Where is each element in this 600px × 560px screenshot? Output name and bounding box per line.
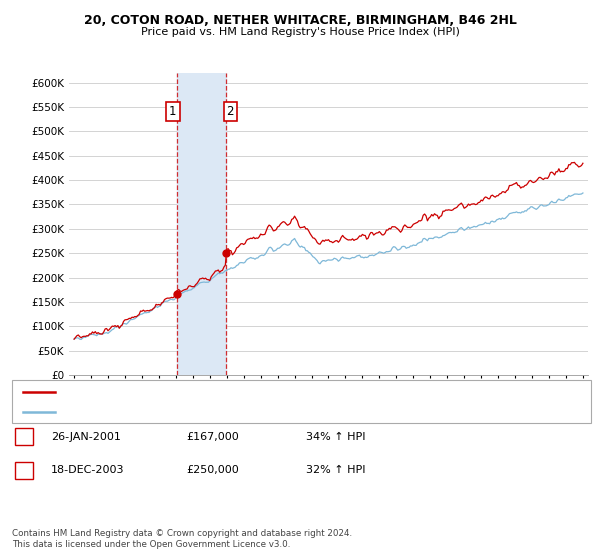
- Text: £167,000: £167,000: [186, 432, 239, 442]
- Text: HPI: Average price, detached house, North Warwickshire: HPI: Average price, detached house, Nort…: [64, 407, 346, 417]
- Text: 2: 2: [20, 465, 28, 475]
- Text: 20, COTON ROAD, NETHER WHITACRE, BIRMINGHAM, B46 2HL (detached house): 20, COTON ROAD, NETHER WHITACRE, BIRMING…: [64, 387, 465, 397]
- Text: Price paid vs. HM Land Registry's House Price Index (HPI): Price paid vs. HM Land Registry's House …: [140, 27, 460, 37]
- Text: 1: 1: [169, 105, 176, 118]
- Text: 26-JAN-2001: 26-JAN-2001: [51, 432, 121, 442]
- Text: £250,000: £250,000: [186, 465, 239, 475]
- Text: 18-DEC-2003: 18-DEC-2003: [51, 465, 125, 475]
- Bar: [177, 73, 226, 375]
- Text: 1: 1: [20, 432, 28, 442]
- Text: 20, COTON ROAD, NETHER WHITACRE, BIRMINGHAM, B46 2HL: 20, COTON ROAD, NETHER WHITACRE, BIRMING…: [83, 14, 517, 27]
- Text: 2: 2: [227, 105, 234, 118]
- Text: 34% ↑ HPI: 34% ↑ HPI: [306, 432, 365, 442]
- Text: Contains HM Land Registry data © Crown copyright and database right 2024.
This d: Contains HM Land Registry data © Crown c…: [12, 529, 352, 549]
- Text: 32% ↑ HPI: 32% ↑ HPI: [306, 465, 365, 475]
